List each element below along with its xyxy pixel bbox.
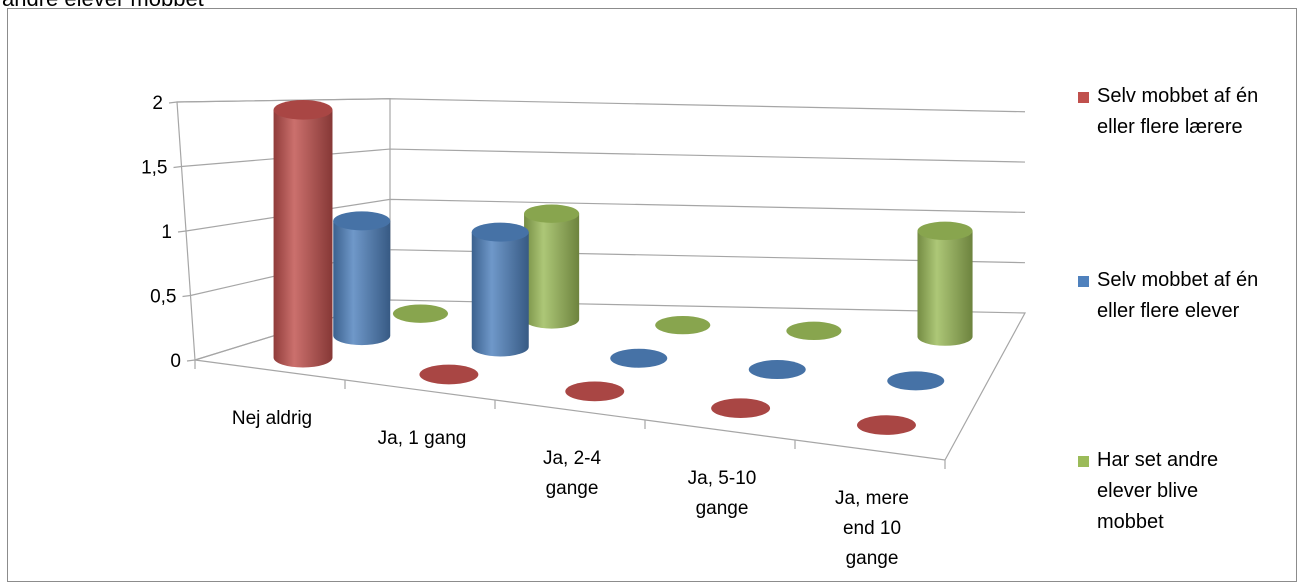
bars xyxy=(273,100,973,435)
bar-zero-marker xyxy=(565,381,625,402)
bar-top xyxy=(917,221,973,241)
bar xyxy=(524,213,580,329)
y-tick-label: 2 xyxy=(152,93,163,114)
y-tick-label: 0,5 xyxy=(150,287,176,308)
partial-chart-title: andre elever mobbet xyxy=(2,0,204,12)
bar-top xyxy=(273,100,333,120)
bar-zero-marker xyxy=(748,360,806,380)
y-tick xyxy=(168,101,178,104)
y-tick xyxy=(186,359,196,362)
bar-zero-marker xyxy=(419,364,479,385)
bar-zero-marker xyxy=(711,398,771,419)
x-axis: Nej aldrig Ja, 1 gang Ja, 2-4 gange Ja, 5-10… xyxy=(194,360,946,569)
bar xyxy=(471,232,529,357)
bar-zero-marker xyxy=(610,348,668,368)
legend: Selv mobbet af én eller flere lærere Selv … xyxy=(1078,85,1258,533)
legend-swatch xyxy=(1078,276,1089,287)
category-label: Ja, mere end 10 gange xyxy=(835,488,909,569)
legend-label: Har set andre elever blive mobbet xyxy=(1097,449,1218,533)
legend-label: Selv mobbet af én eller flere lærere xyxy=(1097,85,1258,138)
category-label: Nej aldrig xyxy=(232,408,312,429)
y-tick-label: 0 xyxy=(170,351,181,372)
gridline xyxy=(181,148,1026,168)
y-tick xyxy=(177,230,187,233)
category-label: Ja, 1 gang xyxy=(378,428,467,449)
y-tick-label: 1 xyxy=(161,222,172,243)
y-tick xyxy=(182,294,191,298)
bar-top xyxy=(333,211,391,231)
bar xyxy=(273,109,333,368)
y-tick xyxy=(173,165,182,169)
chart-area xyxy=(7,8,1297,582)
gridline xyxy=(176,98,1026,113)
category-label: Ja, 2-4 gange xyxy=(543,448,602,499)
bar-zero-marker xyxy=(655,315,711,335)
bar-top xyxy=(471,222,529,242)
bar-zero-marker xyxy=(786,321,842,341)
y-axis: 0 0,5 1 1,5 2 xyxy=(141,93,196,372)
bar-zero-marker xyxy=(887,371,945,391)
bar xyxy=(333,220,391,346)
bar xyxy=(917,230,973,346)
legend-swatch xyxy=(1078,92,1089,103)
y-tick-label: 1,5 xyxy=(141,158,167,179)
gridline xyxy=(185,198,1026,232)
legend-label: Selv mobbet af én eller flere elever xyxy=(1097,269,1258,322)
bar-zero-marker xyxy=(857,415,916,435)
category-label: Ja, 5-10 gange xyxy=(688,468,757,519)
legend-swatch xyxy=(1078,456,1089,467)
bar-zero-marker xyxy=(392,304,449,323)
bar-top xyxy=(524,204,580,223)
